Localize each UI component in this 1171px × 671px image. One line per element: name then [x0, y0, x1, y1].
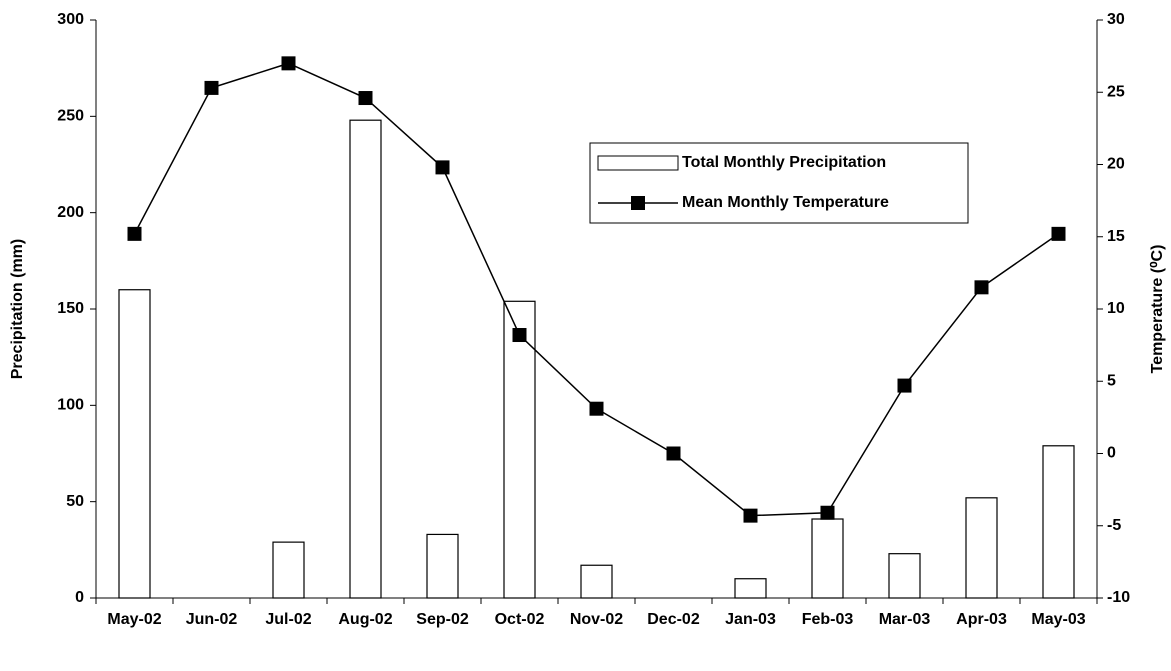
legend-label: Mean Monthly Temperature — [682, 194, 889, 211]
y2-tick-label: 5 — [1107, 372, 1116, 389]
bar — [426, 533, 459, 599]
y2-tick-label: 20 — [1107, 156, 1125, 173]
marker — [435, 160, 450, 175]
line — [133, 62, 1059, 517]
y-tick-label: 0 — [75, 589, 84, 606]
bar — [811, 518, 844, 599]
bar — [118, 289, 151, 599]
bar — [272, 541, 305, 599]
y2-tick-label: -10 — [1107, 589, 1130, 606]
y-tick-label: 150 — [57, 300, 84, 317]
marker — [1051, 226, 1066, 241]
x-tick-label: May-02 — [107, 611, 161, 628]
x-tick-label: Mar-03 — [879, 611, 931, 628]
x-tick-label: Dec-02 — [647, 611, 700, 628]
marker — [743, 508, 758, 523]
marker — [127, 226, 142, 241]
bar — [965, 497, 998, 599]
y-tick-label: 100 — [57, 397, 84, 414]
bar — [503, 300, 536, 599]
y2-tick-label: 15 — [1107, 228, 1125, 245]
x-tick-label: Sep-02 — [416, 611, 469, 628]
y2-tick-label: 30 — [1107, 11, 1125, 28]
bar — [888, 553, 921, 599]
legend-swatch — [597, 155, 679, 171]
bar — [1042, 445, 1075, 599]
x-tick-label: Aug-02 — [338, 611, 392, 628]
legend-label: Total Monthly Precipitation — [682, 154, 886, 171]
y-tick-label: 300 — [57, 11, 84, 28]
marker — [358, 91, 373, 106]
bar — [349, 119, 382, 599]
marker — [820, 505, 835, 520]
x-tick-label: Jul-02 — [265, 611, 311, 628]
x-tick-label: May-03 — [1031, 611, 1085, 628]
x-tick-label: Jun-02 — [186, 611, 238, 628]
x-tick-label: Feb-03 — [802, 611, 854, 628]
marker — [589, 401, 604, 416]
x-tick-label: Oct-02 — [495, 611, 545, 628]
y-tick-label: 200 — [57, 204, 84, 221]
x-tick-label: Nov-02 — [570, 611, 623, 628]
y2-tick-label: 25 — [1107, 83, 1125, 100]
bar — [580, 564, 613, 599]
x-tick-label: Apr-03 — [956, 611, 1007, 628]
marker — [974, 280, 989, 295]
y2-tick-label: -5 — [1107, 517, 1121, 534]
marker — [666, 446, 681, 461]
y2-tick-label: 0 — [1107, 445, 1116, 462]
y2-axis-title: Temperature (⁰C) — [1149, 245, 1166, 374]
y-tick-label: 250 — [57, 108, 84, 125]
y-axis-title: Precipitation (mm) — [9, 239, 26, 379]
x-tick-label: Jan-03 — [725, 611, 776, 628]
y-tick-label: 50 — [66, 493, 84, 510]
marker — [281, 56, 296, 71]
marker — [897, 378, 912, 393]
bar — [734, 578, 767, 599]
legend-marker — [631, 196, 645, 210]
y2-tick-label: 10 — [1107, 300, 1125, 317]
marker — [204, 80, 219, 95]
marker — [512, 328, 527, 343]
